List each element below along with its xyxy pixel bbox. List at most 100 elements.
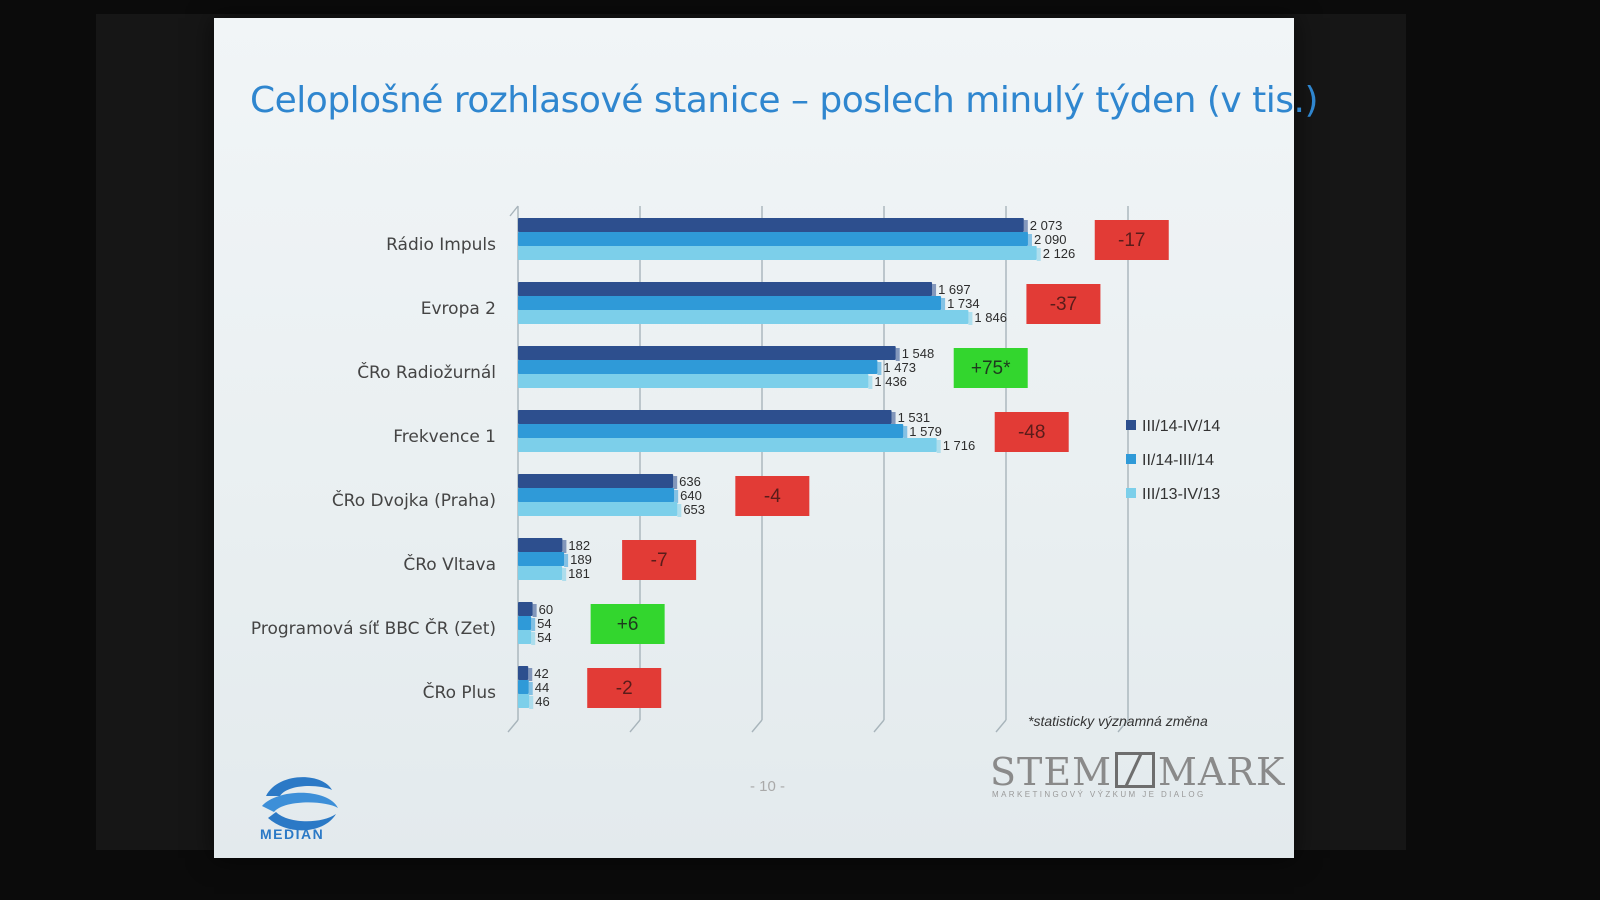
chart-legend: III/14-IV/14 II/14-III/14 III/13-IV/13: [1126, 418, 1220, 503]
bar: [518, 296, 942, 310]
bar: [518, 246, 1037, 260]
category-label: Rádio Impuls: [386, 235, 496, 255]
bar-edge: [1027, 234, 1032, 247]
data-label: 653: [683, 502, 705, 517]
chart-bars: [518, 218, 1169, 709]
bar: [518, 474, 674, 488]
bar: [518, 694, 530, 708]
legend-swatch: [1126, 488, 1136, 498]
category-label: Programová síť BBC ČR (Zet): [251, 617, 496, 639]
bar-edge: [674, 490, 679, 503]
change-value: -17: [1118, 230, 1145, 251]
bar-edge: [968, 312, 973, 325]
data-label: 636: [679, 474, 701, 489]
change-value: -48: [1018, 422, 1045, 443]
bar: [518, 502, 678, 516]
bar-edge: [903, 426, 908, 439]
data-label: 1 716: [943, 438, 976, 453]
bar-edge: [531, 632, 536, 645]
change-badge: [1094, 220, 1169, 260]
data-label: 1 697: [938, 282, 971, 297]
data-label: 2 090: [1034, 232, 1067, 247]
bar: [518, 438, 937, 452]
category-label: Frekvence 1: [393, 427, 496, 447]
bar: [518, 360, 878, 374]
data-label: 1 579: [909, 424, 942, 439]
data-label: 640: [680, 488, 702, 503]
bar-edge: [529, 696, 534, 709]
category-label: ČRo Radiožurnál: [357, 361, 496, 383]
bar-edge: [528, 668, 533, 681]
stem-mark-slash-icon: [1115, 752, 1156, 788]
bar: [518, 232, 1028, 246]
change-value: -7: [651, 550, 668, 571]
gridline-foot: [751, 719, 763, 733]
bar: [518, 310, 969, 324]
data-label: 1 473: [883, 360, 916, 375]
data-label: 54: [537, 630, 551, 645]
change-badge: [994, 412, 1069, 452]
bar: [518, 630, 532, 644]
bar-edge: [532, 604, 537, 617]
data-label: 181: [568, 566, 590, 581]
stem-logo-text-b: MARK: [1158, 750, 1286, 794]
change-badge: [587, 668, 662, 708]
legend-label: II/14-III/14: [1142, 452, 1214, 469]
bar: [518, 218, 1024, 232]
bar-edge: [528, 682, 533, 695]
bar: [518, 538, 563, 552]
bar: [518, 616, 532, 630]
legend-swatch: [1126, 420, 1136, 430]
gridline-foot: [995, 719, 1007, 733]
gridline-foot: [507, 719, 519, 733]
bar: [518, 566, 563, 580]
bar-edge: [562, 568, 567, 581]
stem-logo-text-a: STEM: [990, 750, 1113, 794]
bar: [518, 666, 529, 680]
data-label: 182: [568, 538, 590, 553]
data-label: 1 734: [947, 296, 980, 311]
category-label: ČRo Dvojka (Praha): [332, 489, 496, 511]
bar: [518, 680, 529, 694]
gridline-foot: [1117, 719, 1129, 733]
bar-edge: [936, 440, 941, 453]
bar-edge: [564, 554, 569, 567]
change-badge: [622, 540, 697, 580]
bar: [518, 346, 896, 360]
change-badge: [590, 604, 665, 644]
category-label: Evropa 2: [421, 299, 496, 319]
bar: [518, 410, 892, 424]
data-label: 54: [537, 616, 551, 631]
significance-footnote: *statisticky významná změna: [1028, 713, 1208, 729]
bar-edge: [673, 476, 678, 489]
median-logo-text: MEDIAN: [260, 826, 325, 842]
presentation-slide: Celoplošné rozhlasové stanice – poslech …: [214, 18, 1319, 858]
bar-edge: [932, 284, 937, 297]
bar: [518, 424, 904, 438]
data-label: 60: [539, 602, 553, 617]
change-value: -37: [1050, 294, 1077, 315]
data-label: 1 531: [898, 410, 931, 425]
gridline-foot: [629, 719, 641, 733]
change-badge: [735, 476, 810, 516]
bar: [518, 282, 933, 296]
category-label: ČRo Vltava: [403, 553, 496, 575]
legend-label: III/14-IV/14: [1142, 418, 1220, 435]
change-badge: [1026, 284, 1101, 324]
stem-mark-tagline: MARKETINGOVÝ VÝZKUM JE DIALOG: [992, 790, 1206, 799]
bar: [518, 552, 565, 566]
bar-edge: [891, 412, 896, 425]
axis-top-bracket: [509, 205, 519, 217]
bar-edge: [531, 618, 536, 631]
bar: [518, 374, 869, 388]
data-label: 42: [534, 666, 548, 681]
bar-edge: [677, 504, 682, 517]
gridline-foot: [873, 719, 885, 733]
data-label: 189: [570, 552, 592, 567]
page-number: - 10 -: [750, 778, 786, 795]
data-label: 2 073: [1030, 218, 1063, 233]
data-label: 44: [535, 680, 549, 695]
data-label: 1 846: [974, 310, 1007, 325]
bar-edge: [1023, 220, 1028, 233]
